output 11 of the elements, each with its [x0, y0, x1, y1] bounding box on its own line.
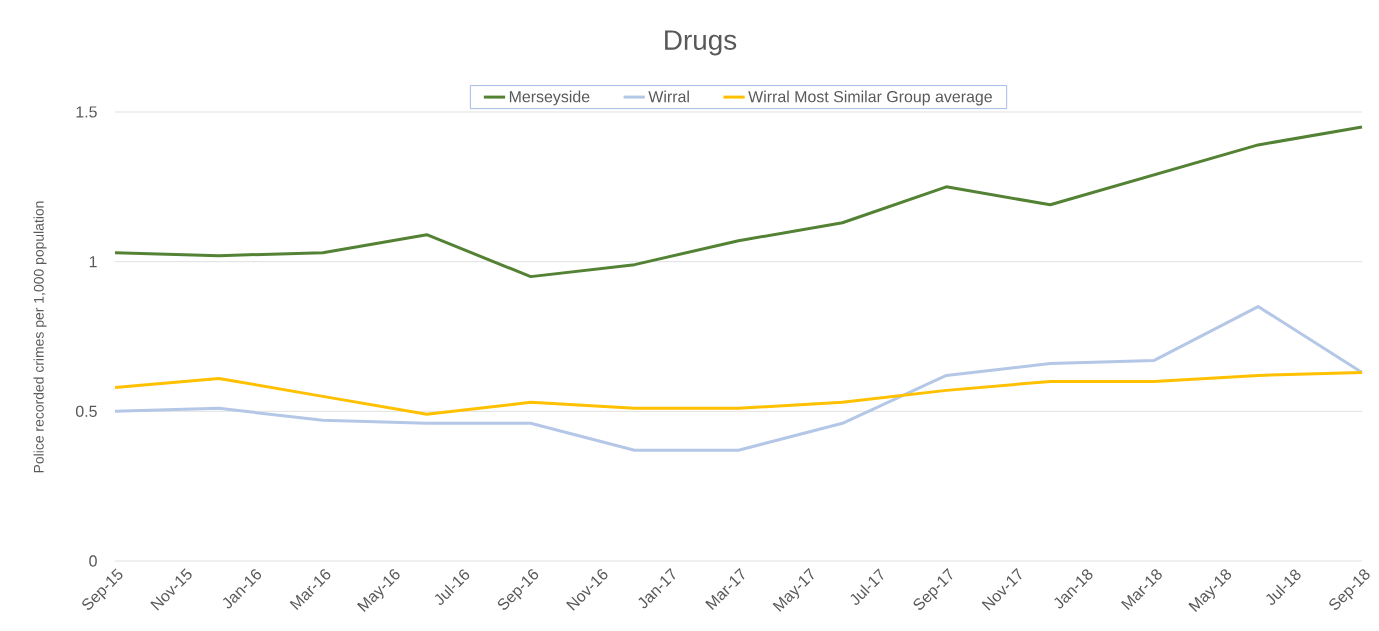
- y-tick-label: 0.5: [75, 405, 97, 417]
- y-tick-label: 1.5: [76, 106, 97, 118]
- y-axis-title: Police recorded crimes per 1,000 population: [33, 201, 47, 473]
- line-series: [113, 305, 1364, 452]
- y-tick-label: 0: [89, 555, 97, 567]
- y-tick-label: 1: [89, 256, 97, 268]
- legend-label: Wirral: [648, 90, 689, 103]
- legend-label: Wirral Most Similar Group average: [748, 90, 992, 106]
- chart-title: Drugs: [665, 30, 737, 56]
- legend-label: Merseyside: [509, 90, 590, 106]
- line-series: [113, 370, 1364, 416]
